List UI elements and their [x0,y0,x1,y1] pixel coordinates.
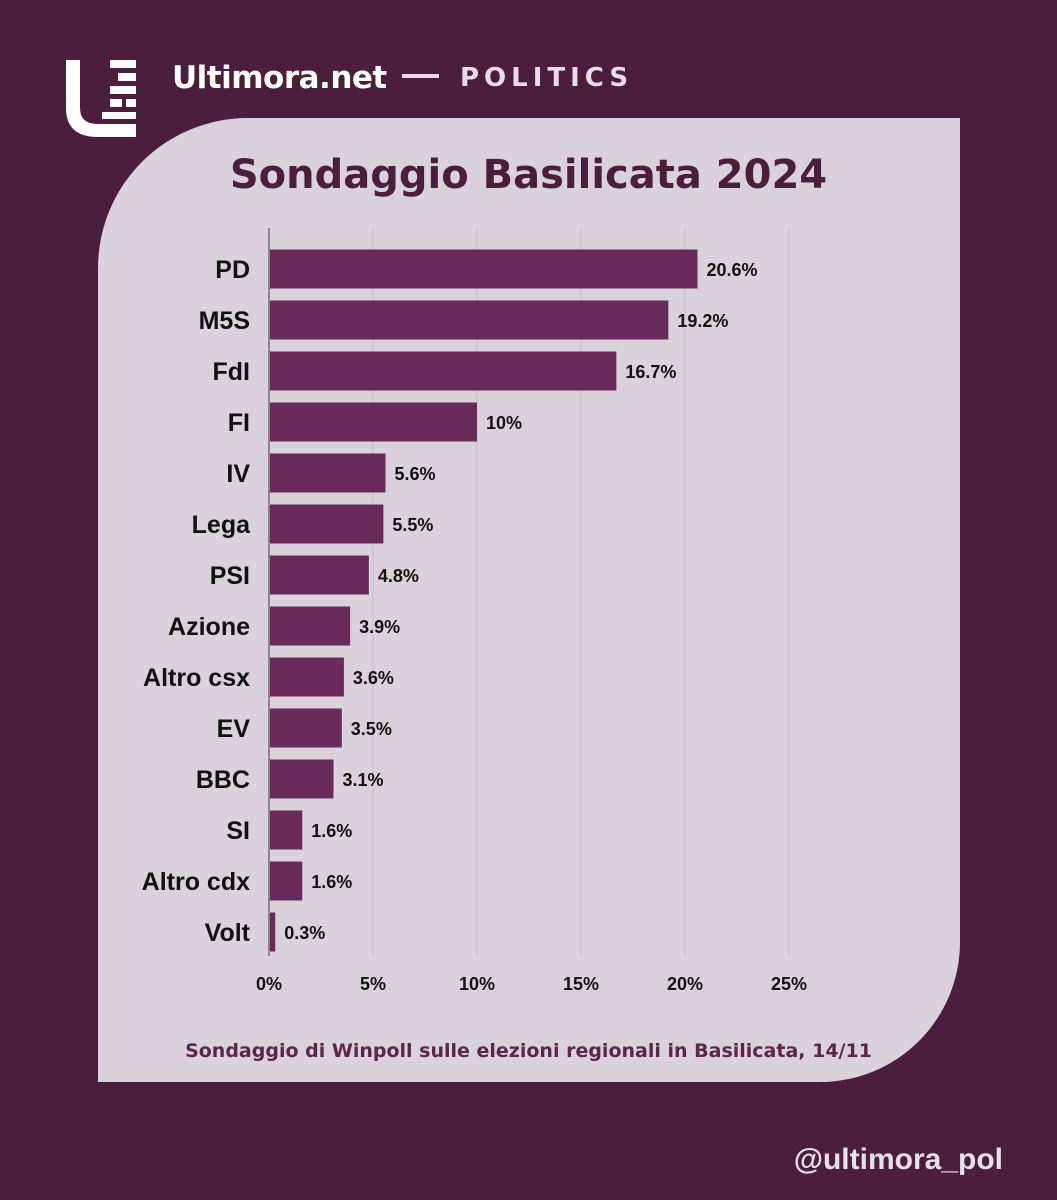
category-label: Lega [192,511,251,539]
category-label: PD [215,256,250,284]
value-label: 3.1% [342,770,383,790]
bar [270,453,386,493]
x-tick-label: 0% [256,974,282,994]
value-label: 4.8% [378,566,419,586]
value-label: 20.6% [706,260,757,280]
value-label: 1.6% [311,872,352,892]
value-label: 0.3% [284,923,325,943]
value-label: 19.2% [677,311,728,331]
bar [270,759,334,799]
x-tick-label: 10% [459,974,495,994]
x-tick-label: 5% [360,974,386,994]
x-tick-label: 25% [771,974,807,994]
bar [270,708,342,748]
bar [270,402,477,442]
category-label: BBC [196,766,250,794]
category-label: Altro cdx [142,868,250,896]
bar [270,249,698,289]
brand-header: Ultimora.net POLITICS [62,60,682,140]
x-tick-label: 15% [563,974,599,994]
category-label: Azione [168,613,250,641]
category-label: Altro csx [143,664,250,692]
chart-caption: Sondaggio di Winpoll sulle elezioni regi… [185,1040,872,1062]
category-label: FI [228,409,250,437]
value-label: 5.5% [392,515,433,535]
bar [270,861,303,901]
value-label: 10% [486,413,522,433]
brand-section: POLITICS [460,63,634,93]
category-label: FdI [213,358,251,386]
brand-site-name: Ultimora.net [172,60,387,96]
chart-title: Sondaggio Basilicata 2024 [229,152,828,198]
category-label: M5S [199,307,250,335]
value-label: 3.9% [359,617,400,637]
category-label: EV [217,715,251,743]
category-label: PSI [210,562,250,590]
bar [270,351,617,391]
value-label: 3.6% [353,668,394,688]
bar [270,606,351,646]
bar [270,555,369,595]
bar [270,504,384,544]
value-label: 3.5% [351,719,392,739]
bar [270,912,276,952]
brand-dash [402,74,439,78]
bar [270,810,303,850]
social-handle: @ultimora_pol [793,1143,1003,1176]
category-label: SI [226,817,250,845]
ultimora-u-logo-icon [66,60,136,137]
bar [270,300,669,340]
value-label: 16.7% [625,362,676,382]
value-label: 1.6% [311,821,352,841]
bar [270,657,344,697]
category-label: IV [226,460,250,488]
x-tick-label: 20% [667,974,703,994]
value-label: 5.6% [394,464,435,484]
category-label: Volt [205,919,251,947]
